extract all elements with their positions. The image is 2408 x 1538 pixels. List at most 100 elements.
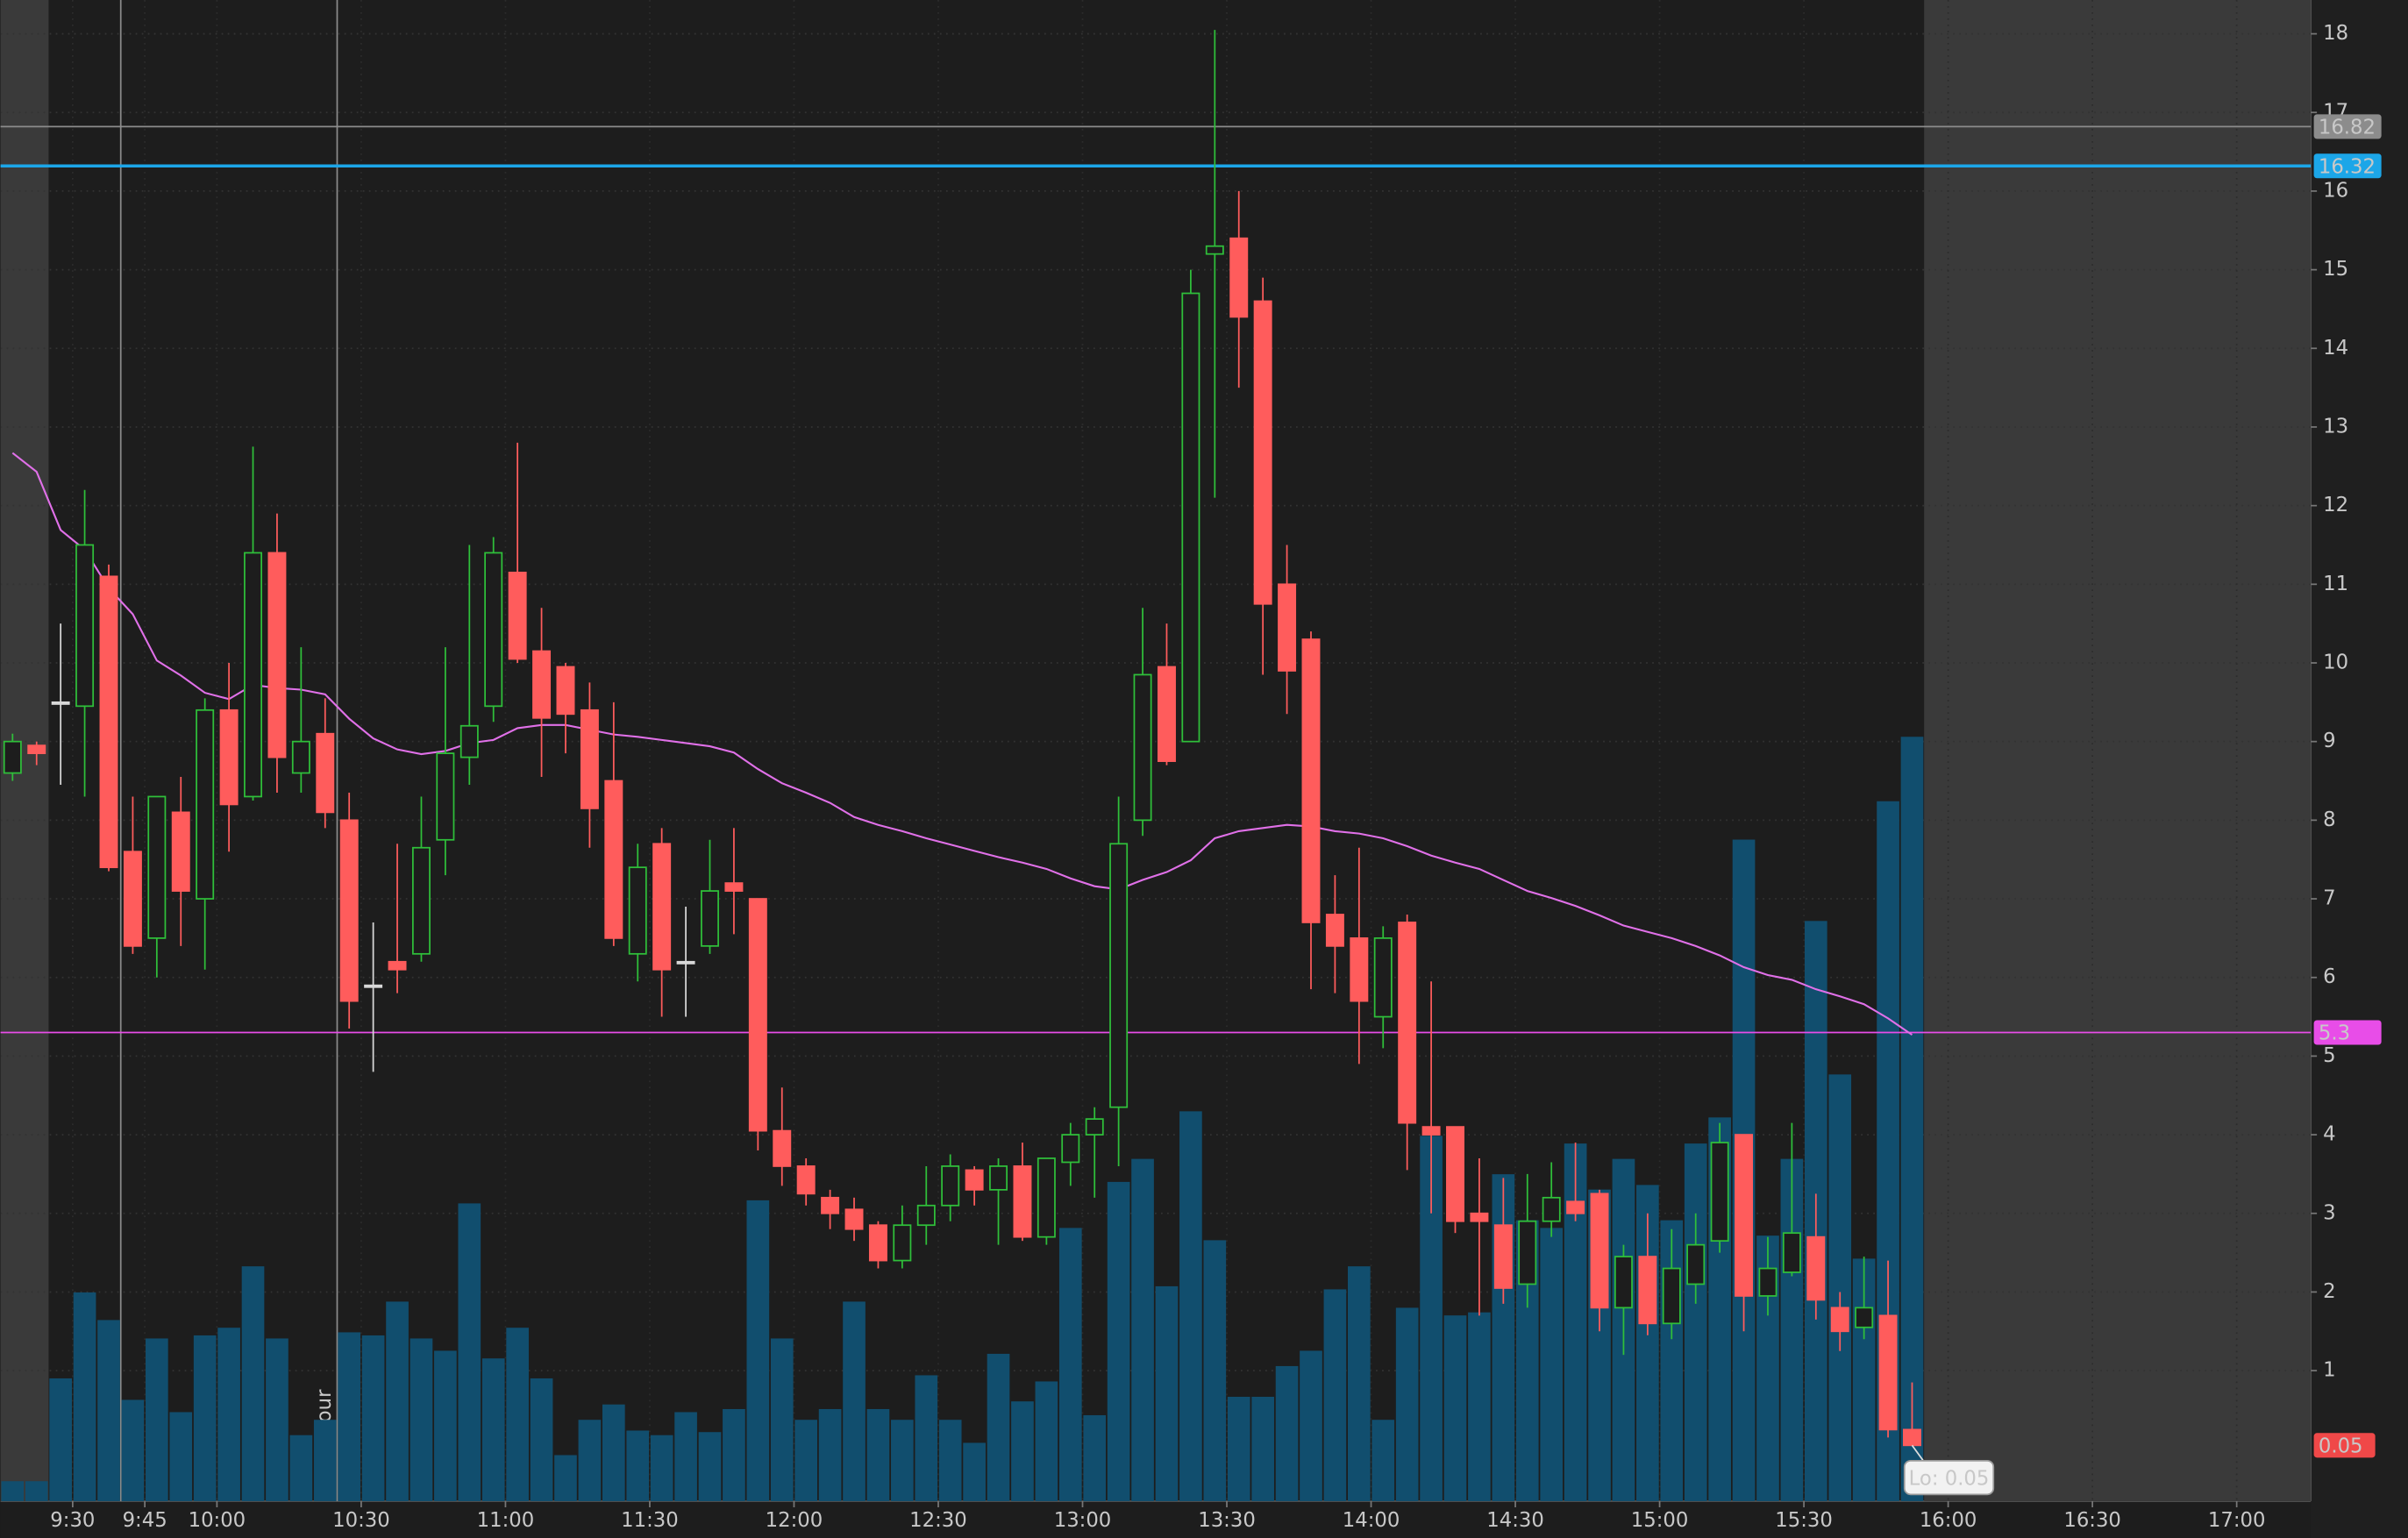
- level-label-box: [2313, 114, 2382, 139]
- candle-body: [1061, 1134, 1080, 1164]
- x-tick-label: 12:30: [909, 1509, 967, 1532]
- volume-bar: [1107, 1181, 1130, 1501]
- candle-body: [1278, 583, 1297, 672]
- candle-body: [1253, 300, 1272, 605]
- y-tick-label: 3: [2323, 1201, 2335, 1224]
- candle-body: [171, 811, 190, 892]
- candle-body: [1109, 843, 1129, 1108]
- candle-body: [1325, 914, 1344, 947]
- volume-bar: [794, 1420, 818, 1501]
- candle-body: [316, 732, 335, 814]
- volume-bar: [1131, 1158, 1154, 1501]
- candle-body: [196, 708, 215, 900]
- candle-body: [1181, 292, 1200, 743]
- volume-bar: [650, 1435, 673, 1501]
- candle-body: [1398, 922, 1417, 1124]
- x-tick-label: 9:45: [123, 1509, 167, 1532]
- candle-body: [3, 740, 22, 774]
- volume-bar: [938, 1420, 962, 1501]
- postmarket-shade: [1924, 0, 2312, 1501]
- candle-body: [1878, 1314, 1898, 1431]
- x-tick-label: 15:30: [1775, 1509, 1833, 1532]
- level-label: 16.32: [2319, 155, 2376, 178]
- candle-body: [1686, 1243, 1706, 1285]
- candle-body: [1493, 1224, 1513, 1289]
- candle-body: [1638, 1256, 1657, 1325]
- candle-body: [1662, 1267, 1681, 1325]
- volume-bar: [410, 1338, 433, 1501]
- volume-bar: [1035, 1381, 1058, 1501]
- candle-body: [1085, 1118, 1104, 1136]
- volume-bar: [1251, 1396, 1274, 1501]
- candle-body: [1037, 1157, 1056, 1238]
- y-tick-label: 15: [2323, 258, 2348, 281]
- candle-body: [604, 780, 623, 939]
- volume-bar: [338, 1332, 361, 1501]
- volume-bar: [97, 1320, 120, 1501]
- candle-body: [868, 1224, 887, 1262]
- candle-body: [1614, 1256, 1633, 1309]
- volume-bar: [1443, 1315, 1467, 1501]
- volume-bar: [386, 1301, 409, 1501]
- x-tick-label: 12:00: [766, 1509, 823, 1532]
- candle-body: [556, 666, 575, 716]
- tooltip-pointer: [1911, 1444, 1926, 1463]
- volume-bar: [963, 1442, 986, 1501]
- volume-bar: [434, 1350, 457, 1501]
- candle-body: [701, 890, 719, 947]
- volume-bar: [843, 1301, 866, 1501]
- x-tick-label: 10:00: [189, 1509, 246, 1532]
- candle-body: [1350, 937, 1369, 1002]
- x-tick-label: 9:30: [50, 1509, 95, 1532]
- candle-body: [796, 1165, 816, 1195]
- candle-body: [1373, 937, 1393, 1018]
- volume-bar: [626, 1430, 650, 1501]
- candle-body: [51, 701, 70, 705]
- volume-bar: [146, 1338, 168, 1501]
- candle-body: [1421, 1126, 1441, 1136]
- candle-body: [1229, 237, 1249, 318]
- x-tick-label: 11:00: [477, 1509, 535, 1532]
- candle-body: [724, 882, 744, 892]
- candle-body: [99, 575, 118, 869]
- candle-body: [1133, 673, 1152, 822]
- volume-bar: [1275, 1365, 1299, 1501]
- volume-bar: [1323, 1289, 1347, 1501]
- y-tick-label: 6: [2323, 965, 2335, 988]
- x-tick-label: 10:30: [332, 1509, 390, 1532]
- volume-bar: [1058, 1228, 1082, 1501]
- candle-body: [1782, 1232, 1801, 1273]
- level-label: 5.3: [2319, 1022, 2350, 1045]
- y-tick-label: 7: [2323, 887, 2335, 910]
- volume-bar: [193, 1335, 217, 1501]
- volume-bar: [1203, 1240, 1227, 1501]
- volume-bar: [1395, 1307, 1419, 1501]
- volume-bar: [698, 1432, 722, 1501]
- volume-bar: [241, 1266, 265, 1501]
- y-tick-label: 9: [2323, 730, 2335, 752]
- candle-body: [1830, 1307, 1849, 1333]
- volume-bar: [1828, 1074, 1852, 1501]
- candle-body: [1758, 1267, 1778, 1297]
- volume-bar: [217, 1328, 240, 1501]
- candle-body: [1735, 1134, 1754, 1297]
- candle-body: [652, 843, 672, 971]
- candle-body: [965, 1169, 984, 1191]
- volume-bar: [723, 1408, 745, 1501]
- candle-body: [123, 851, 142, 947]
- x-tick-label: 17:00: [2208, 1509, 2266, 1532]
- candle-body: [1158, 666, 1176, 762]
- volume-bar: [266, 1338, 289, 1501]
- volume-bar: [746, 1200, 770, 1501]
- candle-body: [748, 898, 767, 1132]
- candle-body: [844, 1208, 864, 1230]
- x-tick-label: 11:30: [621, 1509, 679, 1532]
- candle-body: [1855, 1307, 1874, 1328]
- volume-bar: [1155, 1285, 1179, 1501]
- volume-bar: [481, 1358, 505, 1501]
- moving-average: [11, 452, 1913, 1036]
- x-tick-label: 16:30: [2063, 1509, 2121, 1532]
- candle-body: [1301, 638, 1321, 923]
- volume-bar: [313, 1420, 337, 1501]
- volume-bar: [891, 1420, 914, 1501]
